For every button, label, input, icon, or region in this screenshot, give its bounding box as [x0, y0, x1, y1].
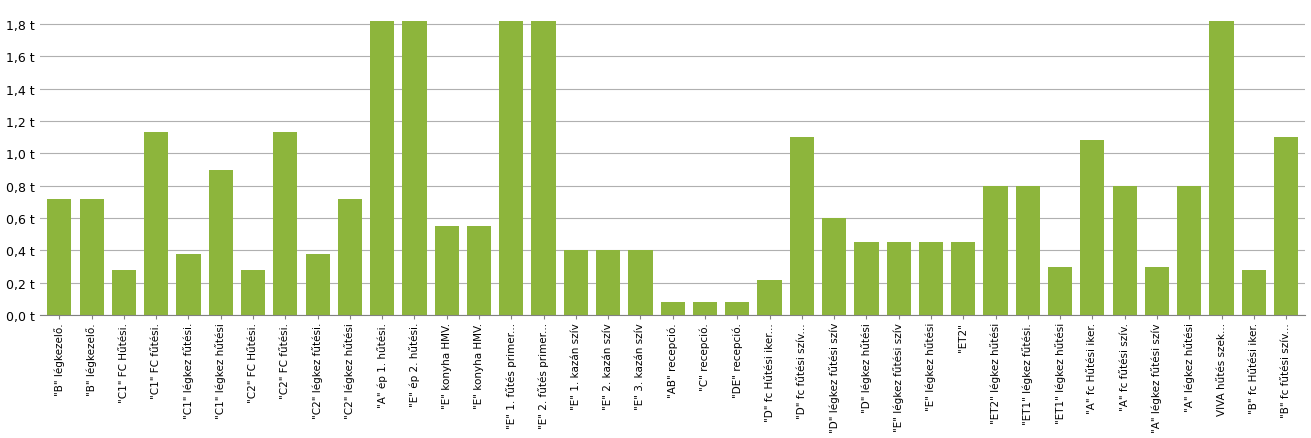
Bar [467, 226, 492, 315]
Bar [208, 170, 233, 315]
Bar [597, 251, 620, 315]
Bar [1016, 186, 1040, 315]
Bar [919, 243, 943, 315]
Bar [1242, 270, 1266, 315]
Bar [1145, 267, 1169, 315]
Bar [144, 133, 168, 315]
Bar [564, 251, 587, 315]
Bar [435, 226, 459, 315]
Bar [1113, 186, 1137, 315]
Bar [338, 199, 362, 315]
Bar [725, 303, 750, 315]
Bar [1080, 141, 1104, 315]
Bar [758, 280, 781, 315]
Bar [1177, 186, 1201, 315]
Bar [177, 254, 201, 315]
Bar [694, 303, 717, 315]
Bar [1210, 22, 1234, 315]
Bar [886, 243, 911, 315]
Bar [531, 22, 556, 315]
Bar [983, 186, 1008, 315]
Bar [1274, 138, 1298, 315]
Bar [499, 22, 523, 315]
Bar [241, 270, 265, 315]
Bar [402, 22, 426, 315]
Bar [1047, 267, 1072, 315]
Bar [80, 199, 104, 315]
Bar [855, 243, 878, 315]
Bar [789, 138, 814, 315]
Bar [661, 303, 684, 315]
Bar [628, 251, 653, 315]
Bar [47, 199, 72, 315]
Bar [952, 243, 975, 315]
Bar [273, 133, 298, 315]
Bar [370, 22, 395, 315]
Bar [305, 254, 330, 315]
Bar [111, 270, 136, 315]
Bar [822, 219, 846, 315]
